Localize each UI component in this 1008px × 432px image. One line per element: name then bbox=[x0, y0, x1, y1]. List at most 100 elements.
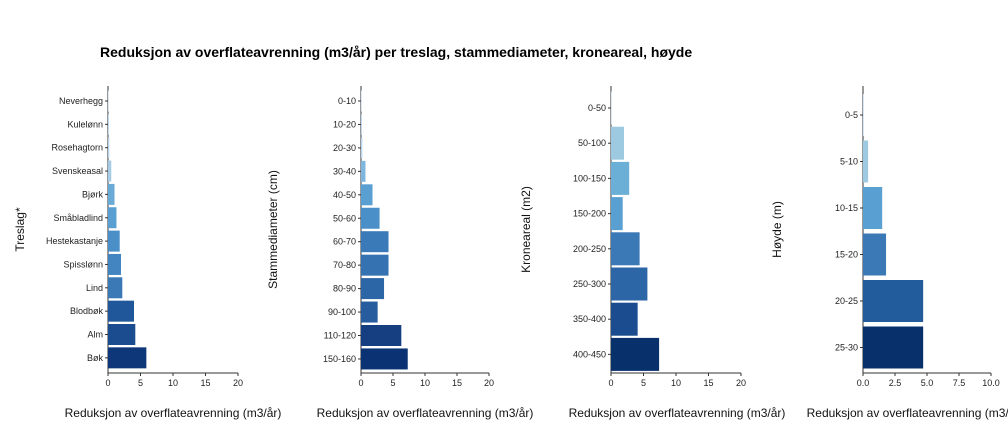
y-axis-title: Kroneareal (m2) bbox=[519, 186, 533, 273]
chart-panel-4: 0-5 5-10 10-15 15-20 20-25 25-30 0.0 2.5 5.0 7.5 1… bbox=[770, 86, 1008, 420]
x-tick-label: 10.0 bbox=[982, 378, 1000, 388]
bar bbox=[108, 230, 120, 252]
y-tick-label: Bjørk bbox=[82, 189, 103, 199]
y-tick-label: 150-200 bbox=[573, 209, 606, 219]
y-tick-label: 25-30 bbox=[835, 343, 858, 353]
bar bbox=[361, 254, 389, 276]
y-tick-label: 200-250 bbox=[573, 244, 606, 254]
y-tick-label: Hestekastanje bbox=[46, 236, 103, 246]
x-axis-title: Reduksjon av overflateavrenning (m3/år) bbox=[569, 406, 786, 420]
x-tick-label: 15 bbox=[703, 378, 713, 388]
x-axis-title: Reduksjon av overflateavrenning (m3/år) bbox=[65, 406, 282, 420]
bar bbox=[108, 90, 109, 112]
bar bbox=[108, 113, 109, 135]
bar bbox=[863, 326, 924, 369]
y-axis-title: Stammediameter (cm) bbox=[266, 170, 280, 289]
bar bbox=[361, 160, 366, 182]
bar bbox=[108, 207, 117, 229]
y-tick-label: 150-160 bbox=[323, 354, 356, 364]
x-tick-label: 0 bbox=[608, 378, 613, 388]
x-tick-label: 5.0 bbox=[921, 378, 934, 388]
y-tick-label: Småbladlind bbox=[53, 213, 103, 223]
bar bbox=[863, 280, 924, 322]
y-tick-label: 250-300 bbox=[573, 279, 606, 289]
y-tick-label: 10-15 bbox=[835, 203, 858, 213]
x-tick-label: 20 bbox=[484, 378, 494, 388]
bar bbox=[361, 278, 385, 300]
bar bbox=[863, 233, 887, 276]
y-tick-label: 20-30 bbox=[333, 143, 356, 153]
y-tick-label: Neverhegg bbox=[59, 96, 103, 106]
y-tick-label: Rosehagtorn bbox=[51, 143, 103, 153]
y-tick-label: 20-25 bbox=[835, 296, 858, 306]
bar bbox=[863, 140, 869, 183]
bar bbox=[611, 197, 623, 231]
bar bbox=[361, 348, 408, 370]
y-tick-label: 60-70 bbox=[333, 237, 356, 247]
bar bbox=[108, 300, 134, 322]
bar bbox=[361, 207, 380, 229]
bar bbox=[863, 187, 883, 229]
x-tick-label: 0 bbox=[105, 378, 110, 388]
bar bbox=[611, 302, 638, 336]
y-tick-label: 100-150 bbox=[573, 173, 606, 183]
x-axis-title: Reduksjon av overflateavrenning (m3/år) bbox=[807, 406, 1008, 420]
bar bbox=[361, 231, 389, 253]
y-tick-label: 40-50 bbox=[333, 190, 356, 200]
y-tick-label: 15-20 bbox=[835, 250, 858, 260]
bar bbox=[863, 94, 864, 136]
bar bbox=[108, 137, 110, 159]
x-tick-label: 10 bbox=[671, 378, 681, 388]
x-tick-label: 20 bbox=[736, 378, 746, 388]
bar bbox=[108, 183, 115, 205]
bar bbox=[611, 161, 630, 195]
y-tick-label: Lind bbox=[86, 283, 103, 293]
bar bbox=[361, 184, 373, 206]
bar bbox=[108, 253, 121, 275]
y-tick-label: 0-50 bbox=[588, 103, 606, 113]
chart-panel-2: 0-10 10-20 20-30 30-40 40-50 50-60 60-70 70-80 8… bbox=[266, 86, 533, 420]
bar bbox=[611, 91, 612, 125]
y-tick-label: Spisslønn bbox=[63, 259, 103, 269]
chart-panel-3: 0-50 50-100 100-150 150-200 200-250 250-300 35… bbox=[519, 86, 785, 420]
y-tick-label: Bøk bbox=[87, 353, 104, 363]
bar bbox=[108, 324, 136, 345]
x-axis-title: Reduksjon av overflateavrenning (m3/år) bbox=[317, 406, 534, 420]
x-tick-label: 20 bbox=[233, 378, 243, 388]
y-tick-label: 10-20 bbox=[333, 119, 356, 129]
y-tick-label: 350-400 bbox=[573, 314, 606, 324]
y-tick-label: 50-100 bbox=[578, 138, 606, 148]
bar bbox=[361, 325, 402, 346]
bar bbox=[108, 160, 112, 182]
x-tick-label: 7.5 bbox=[953, 378, 966, 388]
bar bbox=[108, 347, 147, 369]
y-tick-label: 5-10 bbox=[840, 157, 858, 167]
y-tick-label: 50-60 bbox=[333, 213, 356, 223]
y-tick-label: 90-100 bbox=[328, 307, 356, 317]
x-tick-label: 15 bbox=[200, 378, 210, 388]
y-tick-label: Blodbøk bbox=[70, 306, 104, 316]
y-tick-label: 400-450 bbox=[573, 349, 606, 359]
x-tick-label: 5 bbox=[390, 378, 395, 388]
bar bbox=[361, 137, 363, 159]
bar bbox=[611, 126, 624, 160]
x-tick-label: 0 bbox=[358, 378, 363, 388]
x-tick-label: 15 bbox=[452, 378, 462, 388]
x-tick-label: 10 bbox=[168, 378, 178, 388]
bar bbox=[611, 232, 640, 266]
y-tick-label: 80-90 bbox=[333, 284, 356, 294]
y-tick-label: Kulelønn bbox=[67, 119, 103, 129]
chart-panels: Neverhegg Kulelønn Rosehagtorn Svenskeasal B… bbox=[13, 86, 1008, 420]
bar bbox=[611, 267, 648, 301]
x-tick-label: 10 bbox=[420, 378, 430, 388]
chart-title: Reduksjon av overflateavrenning (m3/år) … bbox=[100, 44, 692, 60]
bar bbox=[361, 90, 362, 112]
y-tick-label: 70-80 bbox=[333, 260, 356, 270]
bar bbox=[611, 337, 660, 371]
x-tick-label: 5 bbox=[138, 378, 143, 388]
y-axis-title: Treslag* bbox=[13, 207, 27, 252]
y-tick-label: 30-40 bbox=[333, 166, 356, 176]
y-tick-label: 0-5 bbox=[845, 110, 858, 120]
x-tick-label: 0.0 bbox=[857, 378, 870, 388]
